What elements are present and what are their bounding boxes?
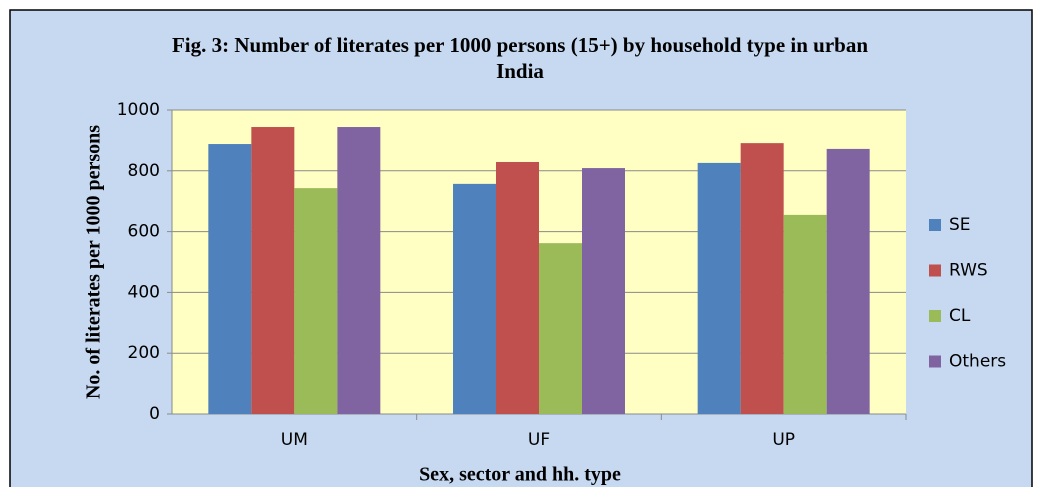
bar: [539, 243, 582, 414]
bar: [826, 148, 870, 415]
y-tick-label: 600: [128, 222, 160, 242]
bar: [337, 127, 381, 415]
y-tick-label: 0: [149, 404, 160, 424]
bar: [697, 162, 741, 414]
bar: [496, 161, 539, 414]
legend-swatch: [929, 355, 941, 368]
bar: [208, 144, 252, 414]
legend-swatch: [929, 310, 941, 322]
x-tick-label: UM: [281, 430, 308, 450]
y-tick-label: 400: [128, 282, 160, 302]
x-axis-label: Sex, sector and hh. type: [419, 464, 621, 486]
x-tick-label: UP: [772, 430, 795, 450]
bar: [582, 168, 625, 414]
y-tick-label: 800: [128, 161, 160, 181]
bar: [453, 183, 496, 414]
legend-label: CL: [949, 306, 971, 326]
y-tick-label: 200: [128, 343, 160, 363]
y-tick-label: 1000: [117, 100, 160, 120]
legend-swatch: [929, 219, 941, 231]
legend-label: SE: [949, 215, 971, 235]
legend-label: RWS: [949, 261, 988, 281]
chart-title: Fig. 3: Number of literates per 1000 per…: [171, 33, 869, 83]
legend-swatch: [929, 264, 941, 277]
bar: [783, 214, 827, 414]
bar: [251, 127, 295, 415]
bar: [294, 188, 338, 414]
x-tick-label: UF: [528, 430, 550, 450]
bar: [740, 143, 784, 415]
y-axis-label: No. of literates per 1000 persons: [83, 125, 105, 399]
legend-label: Others: [949, 352, 1006, 372]
